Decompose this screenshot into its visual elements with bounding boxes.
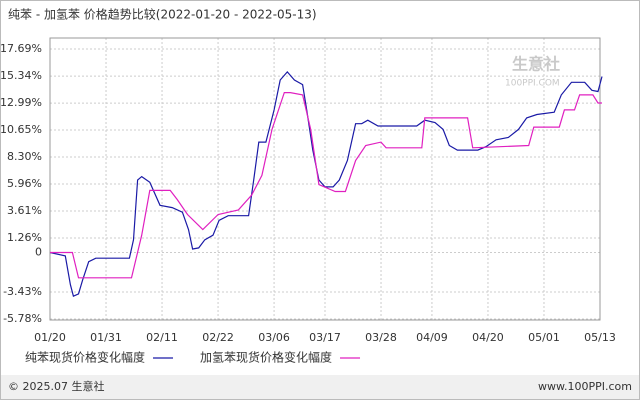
x-tick-label: 01/20 bbox=[34, 331, 66, 344]
y-tick-label: 12.99% bbox=[0, 96, 42, 109]
watermark: 生意社 bbox=[512, 55, 560, 74]
watermark: 100PPI.COM bbox=[505, 79, 560, 89]
y-tick-label: 5.96% bbox=[7, 177, 42, 190]
x-tick-label: 03/06 bbox=[258, 331, 290, 344]
legend-label: 加氢苯现货价格变化幅度 bbox=[200, 350, 332, 365]
y-tick-label: 17.69% bbox=[0, 42, 42, 55]
x-tick-label: 01/31 bbox=[90, 331, 122, 344]
y-tick-label: 0 bbox=[35, 245, 42, 258]
x-tick-label: 05/13 bbox=[584, 331, 616, 344]
footer-left: © 2025.07 生意社 bbox=[8, 379, 104, 393]
y-tick-label: 1.26% bbox=[7, 231, 42, 244]
y-tick-label: 10.65% bbox=[0, 123, 42, 136]
x-tick-label: 04/20 bbox=[472, 331, 504, 344]
x-tick-label: 03/28 bbox=[365, 331, 397, 344]
legend-label: 纯苯现货价格变化幅度 bbox=[25, 350, 145, 365]
footer-right: www.100PPI.com bbox=[538, 380, 632, 393]
x-tick-label: 02/22 bbox=[202, 331, 234, 344]
y-tick-label: 15.34% bbox=[0, 69, 42, 82]
y-tick-label: -5.78% bbox=[3, 312, 42, 325]
x-tick-label: 04/09 bbox=[416, 331, 448, 344]
plot-frame bbox=[49, 37, 601, 321]
x-tick-label: 02/11 bbox=[146, 331, 178, 344]
y-tick-label: -3.43% bbox=[3, 285, 42, 298]
y-tick-label: 8.30% bbox=[7, 150, 42, 163]
chart-title: 纯苯 - 加氢苯 价格趋势比较(2022-01-20 - 2022-05-13) bbox=[8, 7, 317, 22]
footer-bar bbox=[1, 375, 639, 399]
x-tick-label: 05/01 bbox=[528, 331, 560, 344]
y-tick-label: 3.61% bbox=[7, 204, 42, 217]
x-tick-label: 03/17 bbox=[309, 331, 341, 344]
series-line bbox=[49, 70, 603, 298]
series-line bbox=[50, 92, 602, 279]
